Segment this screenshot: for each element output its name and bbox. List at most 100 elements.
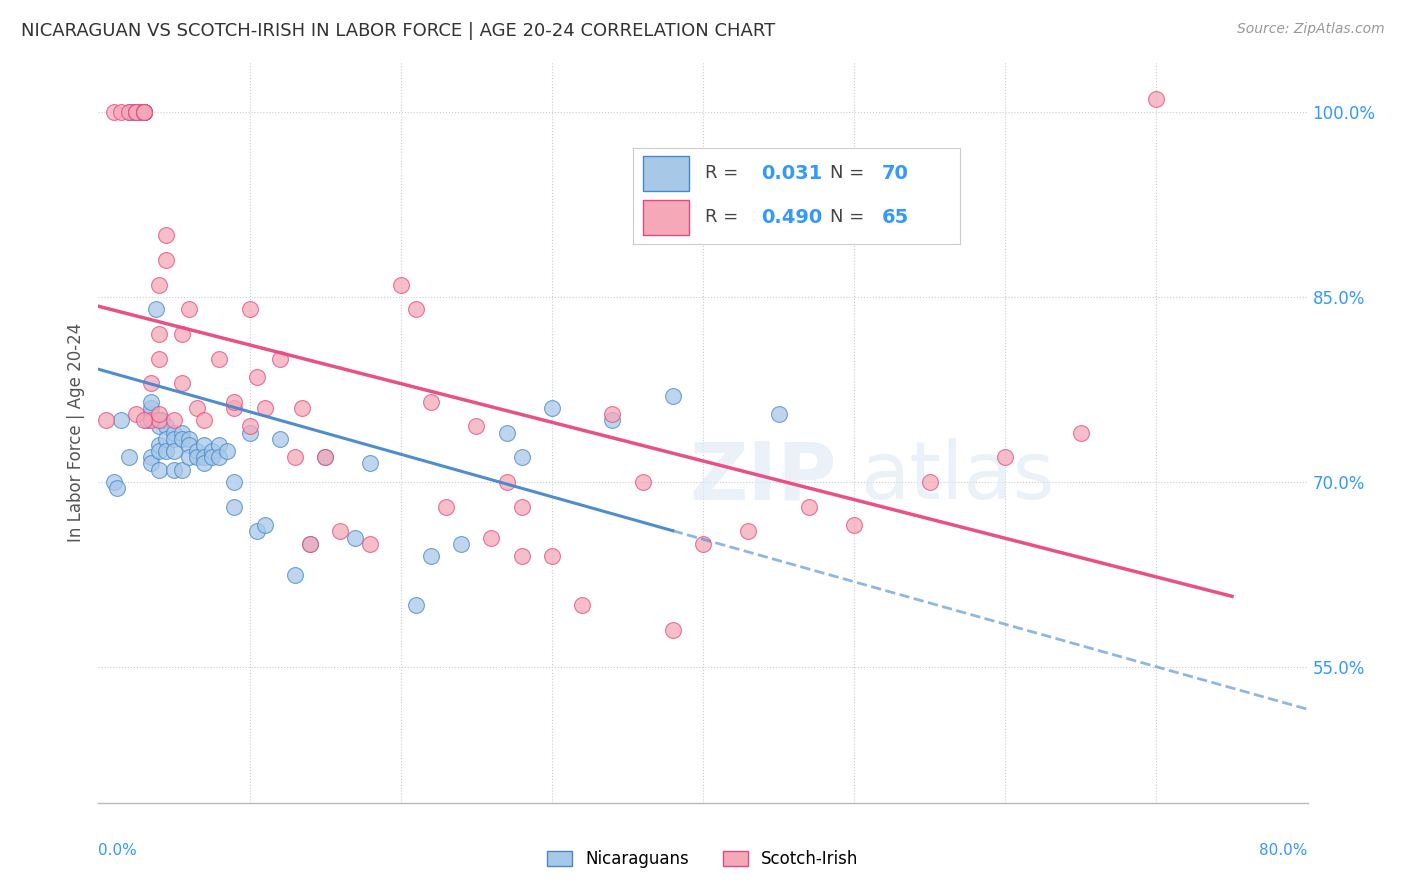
Point bbox=[434, 500, 457, 514]
Text: N =: N = bbox=[830, 164, 869, 182]
Point bbox=[148, 438, 170, 452]
Point bbox=[163, 432, 186, 446]
Point bbox=[291, 401, 314, 415]
Point bbox=[148, 351, 170, 366]
Point bbox=[692, 536, 714, 550]
Point bbox=[150, 413, 173, 427]
Text: 0.490: 0.490 bbox=[761, 208, 823, 227]
Point bbox=[465, 419, 488, 434]
Text: NICARAGUAN VS SCOTCH-IRISH IN LABOR FORCE | AGE 20-24 CORRELATION CHART: NICARAGUAN VS SCOTCH-IRISH IN LABOR FORC… bbox=[21, 22, 775, 40]
Point bbox=[132, 104, 155, 119]
Point bbox=[314, 450, 336, 465]
Point bbox=[329, 524, 352, 539]
Text: 0.0%: 0.0% bbox=[98, 843, 138, 858]
Point bbox=[495, 425, 517, 440]
Point bbox=[132, 104, 155, 119]
Point bbox=[148, 277, 170, 292]
Point bbox=[163, 413, 186, 427]
Point bbox=[344, 531, 367, 545]
Point bbox=[135, 413, 157, 427]
Point bbox=[170, 432, 193, 446]
Point bbox=[661, 623, 683, 637]
Point bbox=[179, 450, 201, 465]
Point bbox=[284, 567, 307, 582]
Point bbox=[224, 394, 246, 409]
Point bbox=[141, 376, 163, 391]
Point bbox=[170, 326, 193, 341]
Point bbox=[141, 407, 163, 421]
Point bbox=[103, 475, 125, 489]
Text: Source: ZipAtlas.com: Source: ZipAtlas.com bbox=[1237, 22, 1385, 37]
Point bbox=[132, 104, 155, 119]
Point bbox=[797, 500, 820, 514]
Point bbox=[129, 104, 152, 119]
Point bbox=[155, 228, 177, 243]
Point bbox=[132, 104, 155, 119]
Point bbox=[148, 326, 170, 341]
Point bbox=[246, 524, 269, 539]
Point bbox=[299, 536, 322, 550]
Point bbox=[118, 104, 141, 119]
Point bbox=[121, 104, 143, 119]
Point bbox=[602, 413, 624, 427]
Point bbox=[405, 599, 427, 613]
Point bbox=[132, 413, 155, 427]
Point bbox=[132, 104, 155, 119]
Point bbox=[215, 444, 238, 458]
Point bbox=[239, 419, 262, 434]
Point bbox=[450, 536, 472, 550]
Point bbox=[179, 302, 201, 317]
Point bbox=[118, 450, 141, 465]
Text: 65: 65 bbox=[882, 208, 910, 227]
Point bbox=[170, 376, 193, 391]
Point bbox=[253, 518, 276, 533]
Point bbox=[148, 413, 170, 427]
Point bbox=[132, 104, 155, 119]
Point bbox=[141, 450, 163, 465]
Point bbox=[105, 481, 128, 495]
Point bbox=[1070, 425, 1092, 440]
Point bbox=[284, 450, 307, 465]
Point bbox=[193, 413, 215, 427]
Point bbox=[141, 394, 163, 409]
Point bbox=[224, 401, 246, 415]
Point bbox=[170, 425, 193, 440]
Text: R =: R = bbox=[706, 209, 744, 227]
Point bbox=[420, 394, 443, 409]
Text: atlas: atlas bbox=[859, 438, 1054, 516]
Point bbox=[148, 462, 170, 476]
Point bbox=[224, 475, 246, 489]
Point bbox=[208, 351, 231, 366]
Point bbox=[132, 104, 155, 119]
Point bbox=[420, 549, 443, 563]
Point bbox=[125, 104, 148, 119]
Point bbox=[193, 457, 215, 471]
Point bbox=[844, 518, 866, 533]
Point bbox=[360, 457, 382, 471]
Point bbox=[163, 462, 186, 476]
Text: ZIP: ZIP bbox=[690, 438, 837, 516]
Point bbox=[155, 432, 177, 446]
Point bbox=[145, 302, 167, 317]
Point bbox=[186, 401, 208, 415]
Point bbox=[360, 536, 382, 550]
Point bbox=[148, 419, 170, 434]
Point bbox=[193, 438, 215, 452]
Point bbox=[253, 401, 276, 415]
Point bbox=[602, 407, 624, 421]
Point bbox=[110, 104, 132, 119]
Point bbox=[269, 432, 291, 446]
Point bbox=[510, 500, 533, 514]
Point bbox=[314, 450, 336, 465]
Point bbox=[510, 549, 533, 563]
Point bbox=[118, 104, 141, 119]
Text: N =: N = bbox=[830, 209, 869, 227]
Point bbox=[389, 277, 412, 292]
Point bbox=[994, 450, 1017, 465]
Point bbox=[495, 475, 517, 489]
Point bbox=[148, 444, 170, 458]
Point bbox=[125, 104, 148, 119]
Point bbox=[193, 450, 215, 465]
Point bbox=[405, 302, 427, 317]
Point bbox=[481, 531, 503, 545]
